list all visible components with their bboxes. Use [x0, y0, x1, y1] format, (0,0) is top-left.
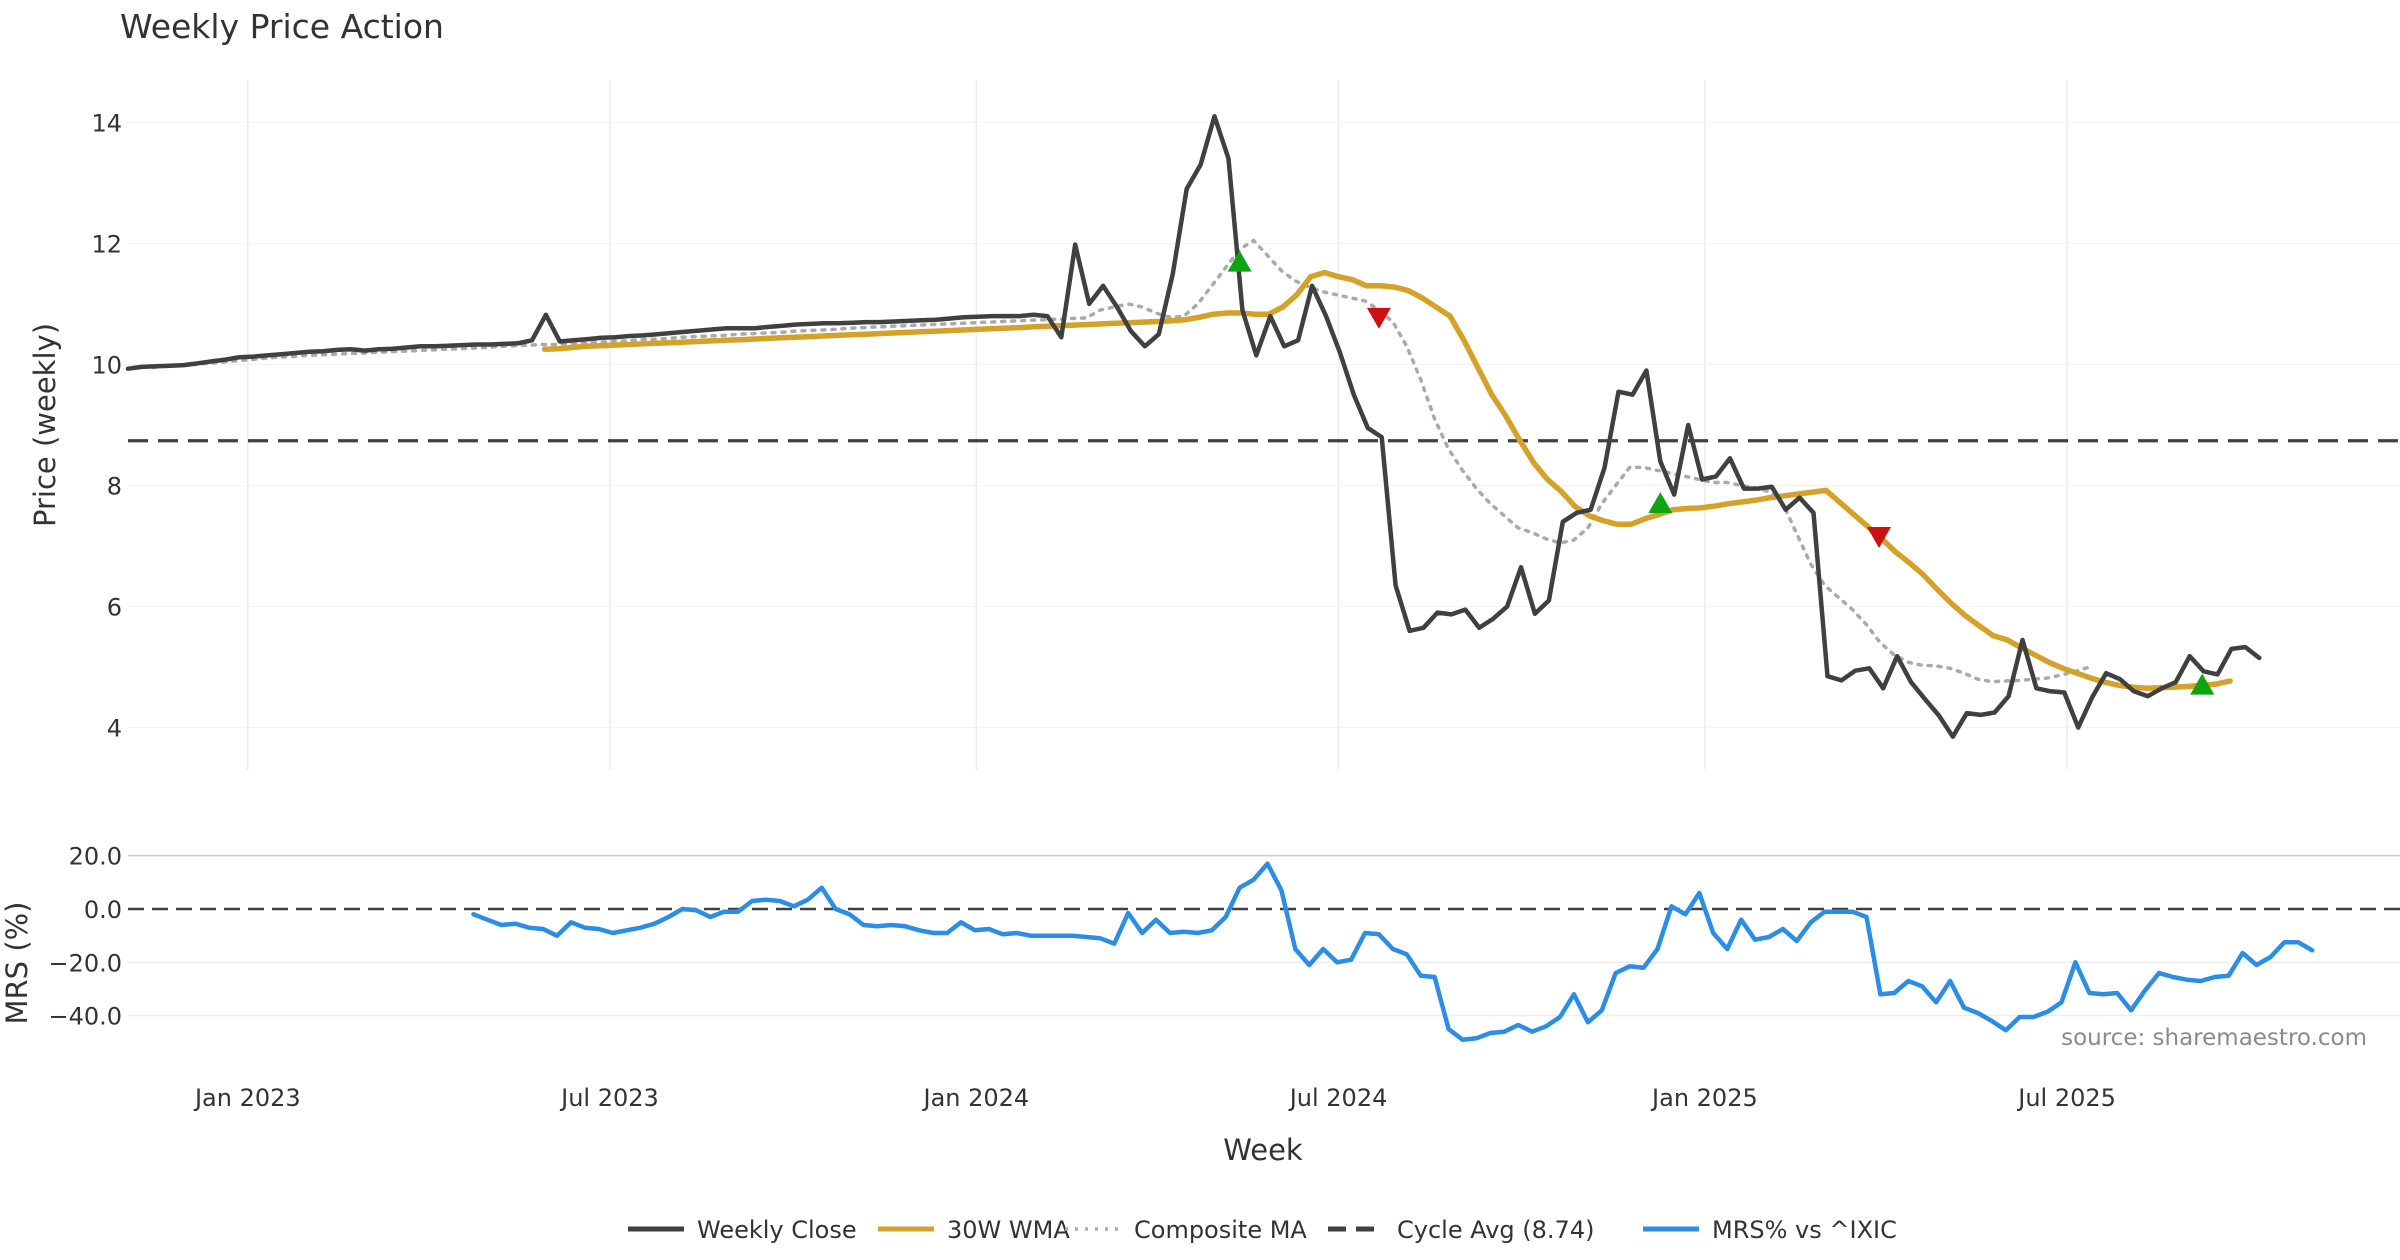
- series-line-weekly-close: [125, 114, 2262, 739]
- signal-sell-marker-3: [1867, 526, 1892, 548]
- price-ytick-label: 6: [107, 594, 122, 622]
- signal-buy-marker-0: [1227, 250, 1252, 272]
- x-tick-label: Jan 2024: [921, 1084, 1029, 1112]
- x-tick-label: Jan 2023: [193, 1084, 301, 1112]
- price-gridlines: [128, 80, 2400, 770]
- legend-item-1: 30W WMA: [878, 1216, 1070, 1244]
- mrs-ytick-label: 0.0: [84, 896, 122, 924]
- price-ytick-label: 14: [91, 109, 122, 137]
- signal-buy-marker-4: [2190, 673, 2215, 695]
- x-tick-label: Jul 2023: [559, 1084, 659, 1112]
- legend: Weekly Close 30W WMA Composite MA Cycle Avg…: [628, 1216, 1897, 1244]
- price-ytick-label: 10: [91, 351, 122, 379]
- mrs-y-ticks: 20.0 0.0 −40.0 −20.0: [48, 843, 122, 1031]
- x-ticks: Jan 2023 Jul 2023 Jan 2024 Jul 2024 Jan 2025…: [193, 1084, 2116, 1112]
- legend-label: Cycle Avg (8.74): [1397, 1216, 1594, 1244]
- x-tick-label: Jan 2025: [1650, 1084, 1758, 1112]
- legend-item-4: MRS% vs ^IXIC: [1643, 1216, 1897, 1244]
- series-line-mrs-vs-ixic: [471, 861, 2315, 1042]
- legend-label: MRS% vs ^IXIC: [1712, 1216, 1897, 1244]
- mrs-y-axis-label: MRS (%): [0, 902, 34, 1025]
- x-tick-label: Jul 2025: [2016, 1084, 2116, 1112]
- price-ytick-label: 12: [91, 230, 122, 258]
- chart-title: Weekly Price Action: [120, 7, 444, 46]
- mrs-ytick-label: 20.0: [69, 843, 122, 871]
- legend-item-2: Composite MA: [1065, 1216, 1307, 1244]
- signal-buy-marker-2: [1648, 492, 1673, 514]
- source-annotation: source: sharemaestro.com: [2061, 1025, 2367, 1051]
- series-line-30w-wma: [541, 269, 2233, 692]
- mrs-ytick-label: −40.0: [48, 1003, 122, 1031]
- legend-item-3: Cycle Avg (8.74): [1328, 1216, 1594, 1244]
- price-ytick-label: 8: [107, 473, 122, 501]
- legend-label: Weekly Close: [697, 1216, 857, 1244]
- legend-label: Composite MA: [1134, 1216, 1307, 1244]
- legend-label: 30W WMA: [947, 1216, 1070, 1244]
- signal-sell-marker-1: [1366, 307, 1391, 329]
- price-y-axis-label: Price (weekly): [28, 323, 62, 527]
- x-tick-label: Jul 2024: [1288, 1084, 1388, 1112]
- x-axis-label: Week: [1223, 1133, 1303, 1167]
- series-line-composite-ma: [151, 238, 2092, 684]
- legend-item-0: Weekly Close: [628, 1216, 857, 1244]
- price-y-ticks: 4 6 8 10 12 14: [91, 109, 122, 742]
- mrs-ytick-label: −20.0: [48, 949, 122, 977]
- price-ytick-label: 4: [107, 715, 122, 743]
- signal-markers: [1227, 250, 2215, 695]
- series-layer: [125, 114, 2315, 1042]
